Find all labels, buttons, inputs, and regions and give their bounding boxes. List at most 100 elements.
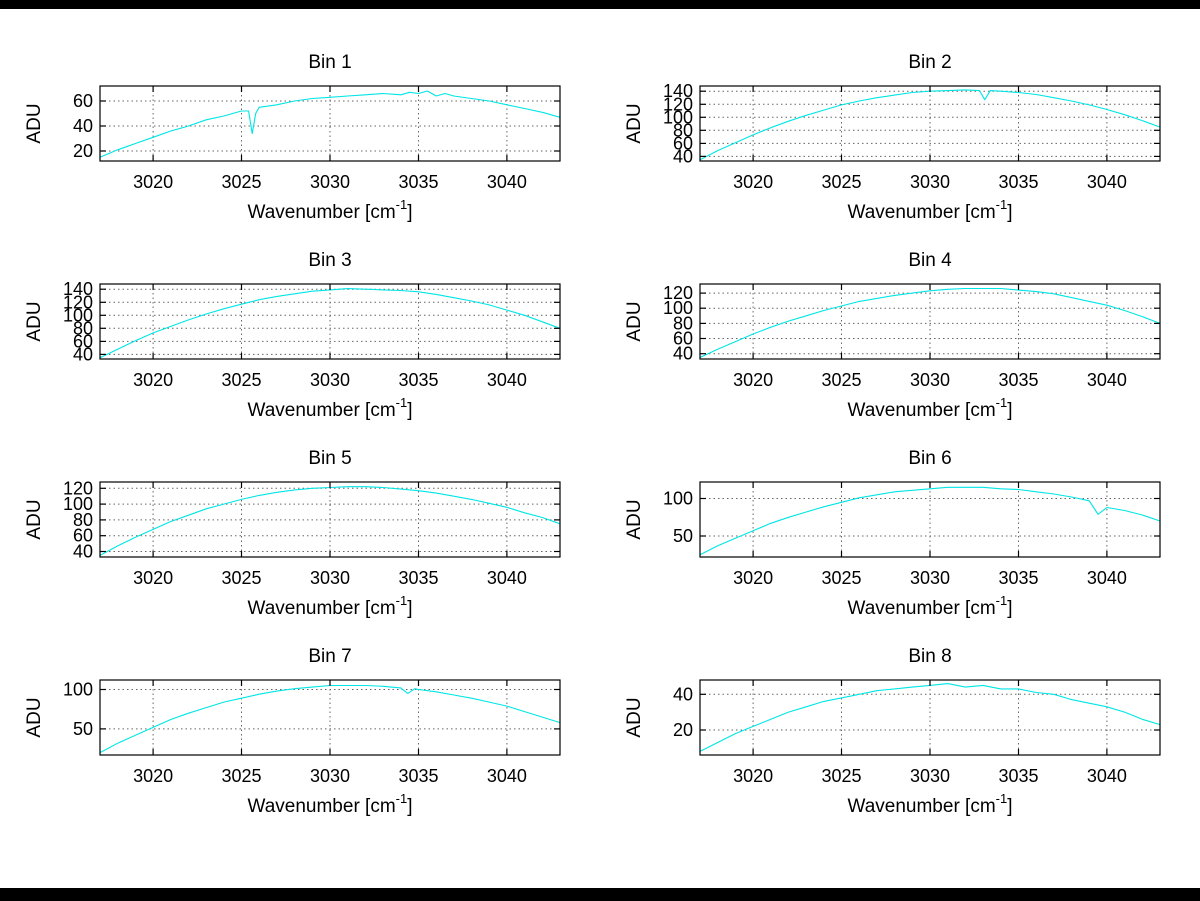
y-tick-label: 100: [663, 107, 693, 127]
x-tick-label: 3020: [133, 172, 173, 192]
y-tick-label: 100: [63, 305, 93, 325]
y-tick-label: 60: [673, 329, 693, 349]
x-axis-label-superscript: -1: [996, 791, 1008, 806]
x-tick-label: 3030: [910, 172, 950, 192]
y-tick-label: 40: [73, 116, 93, 136]
x-tick-label: 3025: [821, 568, 861, 588]
y-tick-label: 60: [73, 91, 93, 111]
x-tick-label: 3025: [821, 370, 861, 390]
x-tick-label: 3040: [487, 370, 527, 390]
y-tick-label: 40: [73, 344, 93, 364]
y-tick-label: 140: [63, 279, 93, 299]
x-tick-label: 3030: [310, 568, 350, 588]
x-tick-label: 3040: [487, 568, 527, 588]
y-axis-label: ADU: [24, 499, 45, 539]
y-tick-label: 120: [63, 478, 93, 498]
spectrum-line: [99, 90, 561, 158]
x-axis-label-close: ]: [1007, 598, 1012, 619]
x-axis-label-close: ]: [1007, 796, 1012, 817]
subplot-title: Bin 4: [908, 250, 952, 271]
x-tick-label: 3040: [1087, 370, 1127, 390]
x-tick-label: 3035: [998, 172, 1038, 192]
x-tick-label: 3040: [1087, 568, 1127, 588]
x-axis-label-base: Wavenumber [cm: [847, 598, 995, 619]
x-axis-label-close: ]: [407, 598, 412, 619]
x-tick-label: 3020: [733, 172, 773, 192]
x-tick-label: 3020: [733, 568, 773, 588]
x-tick-label: 3040: [487, 766, 527, 786]
x-tick-label: 3035: [398, 766, 438, 786]
x-axis-label-base: Wavenumber [cm: [847, 796, 995, 817]
y-axis-label: ADU: [624, 301, 645, 341]
y-tick-label: 80: [73, 318, 93, 338]
y-tick-label: 50: [73, 719, 93, 739]
x-axis-label: Wavenumber [cm-1]: [847, 395, 1012, 421]
x-tick-label: 3020: [733, 370, 773, 390]
y-tick-label: 100: [663, 489, 693, 509]
subplot-title: Bin 3: [308, 250, 351, 271]
x-tick-label: 3035: [398, 568, 438, 588]
window-top-border: [0, 0, 1200, 9]
x-tick-label: 3030: [910, 766, 950, 786]
x-tick-label: 3030: [310, 172, 350, 192]
x-tick-label: 3035: [998, 568, 1038, 588]
y-tick-label: 40: [673, 344, 693, 364]
y-tick-label: 100: [63, 680, 93, 700]
x-axis-label: Wavenumber [cm-1]: [847, 197, 1012, 223]
x-axis-label-superscript: -1: [396, 197, 408, 212]
y-axis-label: ADU: [24, 697, 45, 737]
y-tick-label: 80: [73, 510, 93, 530]
x-axis-label-superscript: -1: [996, 395, 1008, 410]
x-axis-label-base: Wavenumber [cm: [847, 202, 995, 223]
y-tick-label: 60: [673, 133, 693, 153]
y-tick-label: 80: [673, 120, 693, 140]
x-axis-label-close: ]: [1007, 400, 1012, 421]
subplot-title: Bin 5: [308, 448, 351, 469]
spectrum-line: [699, 287, 1161, 358]
x-axis-label: Wavenumber [cm-1]: [847, 593, 1012, 619]
subplot-title: Bin 2: [908, 52, 951, 73]
y-tick-label: 20: [673, 720, 693, 740]
figure-canvas: 3020 3025 3030 3035 3040 20 40 60 Bin 1 ADU Wavenu…: [0, 38, 1200, 830]
x-tick-label: 3025: [821, 172, 861, 192]
y-axis-label: ADU: [624, 697, 645, 737]
x-axis-label-base: Wavenumber [cm: [247, 202, 395, 223]
x-axis-label: Wavenumber [cm-1]: [247, 791, 412, 817]
y-axis-label: ADU: [24, 301, 45, 341]
spectrum-line: [699, 89, 1161, 161]
subplot-bin-1: 3020 3025 3030 3035 3040 20 40 60 Bin 1 ADU Wavenu…: [24, 52, 561, 223]
y-tick-label: 60: [73, 331, 93, 351]
y-axis-label: ADU: [624, 103, 645, 143]
y-tick-label: 40: [73, 542, 93, 562]
x-tick-label: 3020: [133, 568, 173, 588]
x-axis-label-close: ]: [1007, 202, 1012, 223]
subplot-bin-7: 3020 3025 3030 3035 3040 50 100 Bin 7 ADU Wavenum…: [24, 646, 561, 817]
x-tick-label: 3025: [221, 370, 261, 390]
x-tick-label: 3030: [310, 766, 350, 786]
x-tick-label: 3020: [733, 766, 773, 786]
x-axis-label-superscript: -1: [996, 197, 1008, 212]
x-tick-label: 3025: [221, 568, 261, 588]
y-tick-label: 50: [673, 526, 693, 546]
subplot-title: Bin 8: [908, 646, 951, 667]
spectrum-line: [99, 684, 561, 754]
x-axis-label-superscript: -1: [396, 791, 408, 806]
y-tick-label: 20: [73, 141, 93, 161]
x-axis-label-close: ]: [407, 400, 412, 421]
x-tick-label: 3040: [1087, 766, 1127, 786]
x-tick-label: 3030: [910, 370, 950, 390]
spectrum-line: [699, 486, 1161, 556]
y-tick-label: 120: [63, 292, 93, 312]
x-tick-label: 3030: [310, 370, 350, 390]
subplot-title: Bin 1: [308, 52, 351, 73]
subplot-bin-6: 3020 3025 3030 3035 3040 50 100 Bin 6 ADU Wavenum…: [624, 448, 1161, 619]
window-bottom-border: [0, 888, 1200, 901]
x-tick-label: 3020: [133, 766, 173, 786]
y-tick-label: 140: [663, 81, 693, 101]
x-tick-label: 3035: [398, 172, 438, 192]
y-tick-label: 40: [673, 684, 693, 704]
